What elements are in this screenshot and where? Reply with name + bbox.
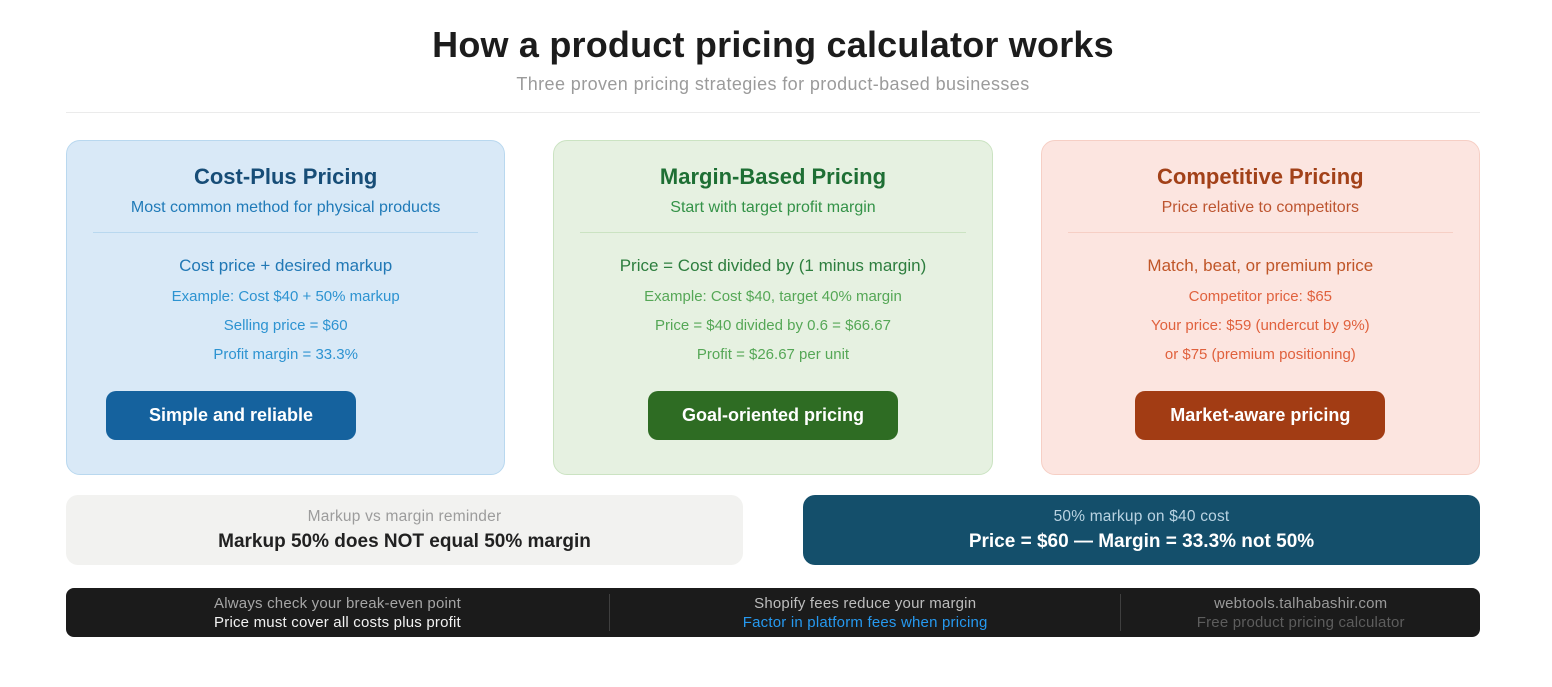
card-example-line: Profit = $26.67 per unit — [696, 346, 850, 364]
footer-bar: Always check your break-even point Price… — [66, 588, 1480, 638]
footer-line: Factor in platform fees when pricing — [742, 613, 988, 631]
card-title: Margin-Based Pricing — [659, 164, 887, 190]
card-formula: Cost price + desired markup — [179, 256, 393, 276]
card-title: Cost-Plus Pricing — [193, 164, 378, 190]
infographic-canvas: How a product pricing calculator works T… — [66, 0, 1480, 638]
notes-row: Markup vs margin reminder Markup 50% doe… — [66, 495, 1480, 566]
note-markup-vs-margin: Markup vs margin reminder Markup 50% doe… — [66, 495, 743, 566]
page-subtitle: Three proven pricing strategies for prod… — [516, 74, 1030, 95]
footer-section-platform-fees: Shopify fees reduce your margin Factor i… — [610, 588, 1120, 637]
card-example-line: or $75 (premium positioning) — [1164, 346, 1356, 364]
page-title: How a product pricing calculator works — [432, 24, 1114, 65]
note-markup-example: 50% markup on $40 cost Price = $60 — Mar… — [803, 495, 1480, 566]
card-divider — [1067, 232, 1453, 234]
competitive-badge-button[interactable]: Market-aware pricing — [1135, 391, 1386, 441]
card-title: Competitive Pricing — [1157, 164, 1364, 190]
header: How a product pricing calculator works T… — [66, 24, 1480, 95]
footer-line: Price must cover all costs plus profit — [214, 613, 461, 631]
card-example-line: Example: Cost $40 + 50% markup — [171, 288, 400, 306]
footer-tagline: Free product pricing calculator — [1196, 613, 1405, 631]
note-text: Price = $60 — Margin = 33.3% not 50% — [968, 530, 1315, 552]
card-subtitle: Most common method for physical products — [130, 199, 441, 217]
card-divider — [580, 232, 966, 234]
card-cost-plus-pricing: Cost-Plus Pricing Most common method for… — [66, 140, 506, 476]
footer-line: Always check your break-even point — [214, 594, 461, 612]
card-competitive-pricing: Competitive Pricing Price relative to co… — [1040, 140, 1480, 476]
card-subtitle: Start with target profit margin — [670, 199, 876, 217]
card-margin-based-pricing: Margin-Based Pricing Start with target p… — [553, 140, 993, 476]
card-subtitle: Price relative to competitors — [1161, 199, 1360, 217]
cost-plus-badge-button[interactable]: Simple and reliable — [106, 391, 356, 441]
card-formula: Price = Cost divided by (1 minus margin) — [619, 256, 927, 276]
card-example-line: Competitor price: $65 — [1188, 288, 1333, 306]
card-example-line: Your price: $59 (undercut by 9%) — [1150, 317, 1370, 335]
footer-section-breakeven: Always check your break-even point Price… — [66, 588, 609, 637]
footer-divider — [1120, 594, 1122, 632]
card-example-line: Selling price = $60 — [223, 317, 348, 335]
footer-site-url: webtools.talhabashir.com — [1214, 594, 1388, 612]
pricing-cards-row: Cost-Plus Pricing Most common method for… — [66, 140, 1480, 476]
footer-line: Shopify fees reduce your margin — [754, 594, 977, 612]
card-divider — [93, 232, 479, 234]
card-example-line: Profit margin = 33.3% — [213, 346, 358, 364]
note-title: Markup vs margin reminder — [307, 507, 502, 525]
note-title: 50% markup on $40 cost — [1053, 507, 1230, 525]
footer-divider — [608, 594, 610, 632]
footer-section-branding: webtools.talhabashir.com Free product pr… — [1121, 588, 1480, 637]
note-text: Markup 50% does NOT equal 50% margin — [218, 530, 591, 552]
margin-based-badge-button[interactable]: Goal-oriented pricing — [647, 391, 898, 441]
card-example-line: Price = $40 divided by 0.6 = $66.67 — [654, 317, 891, 335]
card-formula: Match, beat, or premium price — [1147, 256, 1374, 276]
header-divider — [66, 112, 1480, 114]
card-example-line: Example: Cost $40, target 40% margin — [644, 288, 902, 306]
